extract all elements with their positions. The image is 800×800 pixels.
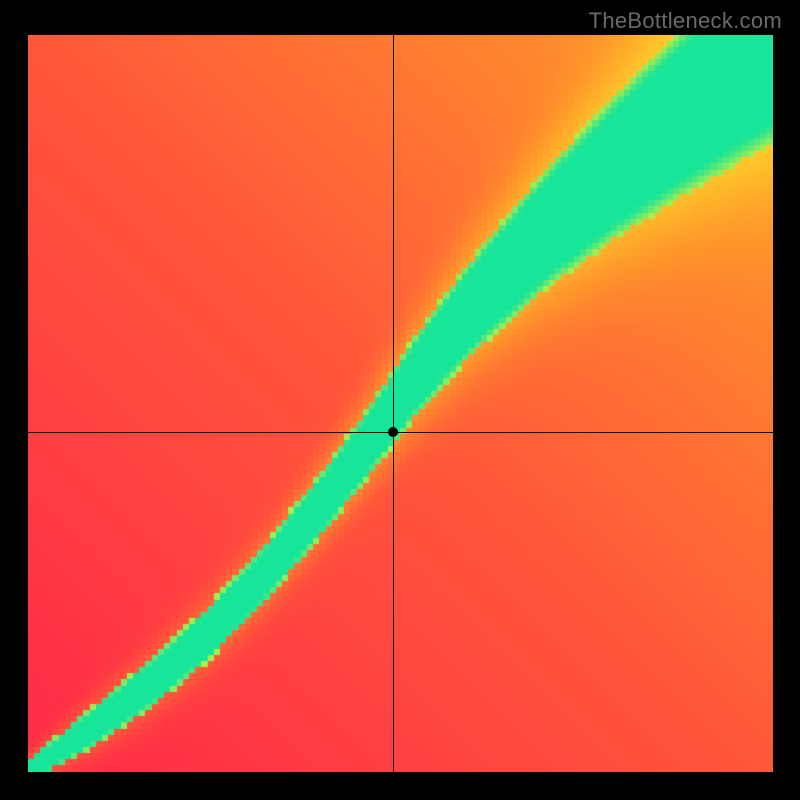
crosshair-vertical — [393, 35, 394, 772]
watermark-text: TheBottleneck.com — [589, 8, 782, 34]
crosshair-horizontal — [28, 432, 773, 433]
heatmap-canvas — [28, 35, 773, 772]
crosshair-marker — [388, 427, 398, 437]
heatmap-plot — [28, 35, 773, 772]
